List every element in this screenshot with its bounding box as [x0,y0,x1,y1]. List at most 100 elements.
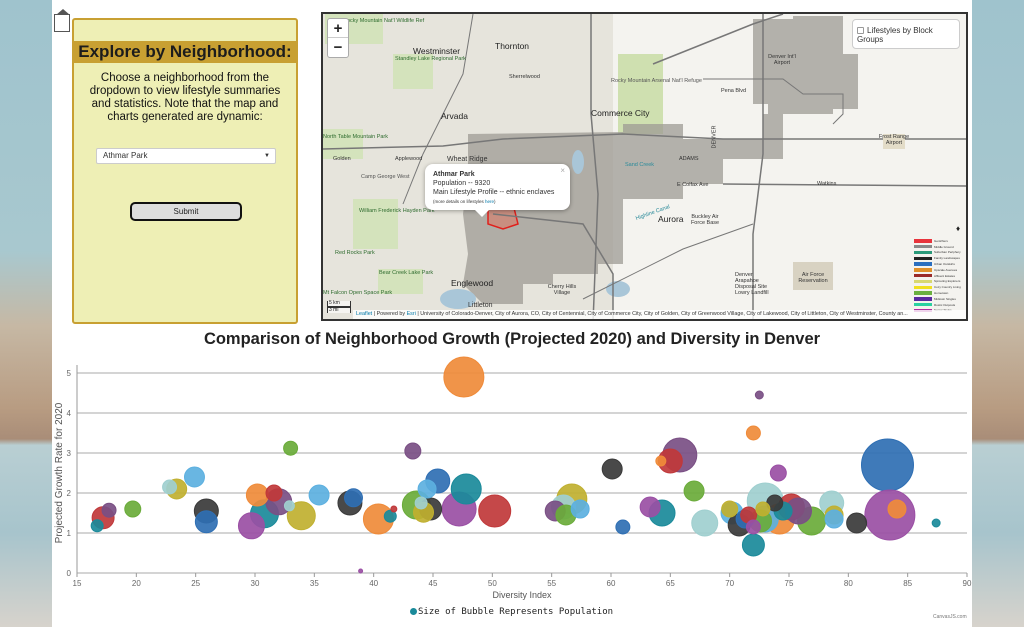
map-legend-item: Urban Outskirts [914,261,962,267]
legend-label: Urban Outskirts [934,262,955,267]
map-label: Westminster [413,46,461,56]
legend-label: Middle Ground [934,244,954,249]
scale-mi: 3 mi [327,307,351,313]
map-label: E Colfax Ave [677,182,709,188]
map-label: Wheat Ridge [447,156,488,163]
park-label: North Table Mountain Park [323,134,389,140]
map-legend-item: Cozy Country Living [914,284,962,290]
map-label: Littleton [468,302,493,309]
y-tick-label: 4 [67,409,72,418]
bubble [245,483,269,507]
bubble [655,455,667,467]
bubble [769,464,787,482]
bubble [846,512,868,534]
map-legend-item: Affluent Estates [914,273,962,279]
esri-link[interactable]: Esri [406,311,416,317]
canvasjs-credit[interactable]: CanvasJS.com [933,614,967,620]
lifestyles-layer-checkbox[interactable] [857,27,864,35]
x-tick-label: 55 [547,579,556,588]
chart-legend[interactable]: Size of Bubble Represents Population [410,607,613,617]
park-label: Rocky Mountain Arsenal Nat'l Refuge [611,78,702,84]
x-tick-label: 45 [429,579,438,588]
leaflet-link[interactable]: Leaflet [356,311,373,317]
zoom-in-button[interactable]: + [328,19,348,38]
legend-swatch [914,262,932,266]
y-tick-label: 0 [67,569,72,578]
y-tick-label: 5 [67,369,72,378]
submit-button[interactable]: Submit [130,202,242,221]
legend-label: Family Landscapes [934,256,960,261]
popup-title: Athmar Park [433,171,475,178]
bubble [639,496,661,518]
neighborhood-select[interactable]: Athmar Park ▼ [96,148,276,164]
map-legend-item: Suburban Periphery [914,250,962,256]
x-tick-label: 80 [844,579,853,588]
map-label: DENVER [711,125,718,149]
map-label: Watkins [817,181,837,187]
map-label: Pena Blvd [721,88,747,94]
x-tick-label: 75 [785,579,794,588]
map-attribution: Leaflet | Powered by Esri | University o… [353,310,966,319]
x-tick-label: 60 [607,579,616,588]
map-label: Commerce City [591,108,650,118]
bubble [887,499,907,519]
map-legend: Gentrifiers Middle Ground Suburban Periphe… [914,238,962,313]
popup-more-link[interactable]: here [485,199,495,204]
layer-control: Lifestyles by Block Groups [852,19,960,49]
legend-swatch [914,302,932,307]
legend-swatch [914,268,932,272]
park-label: Camp George West [361,174,410,180]
park-label: Standley Lake Regional Park [395,56,466,62]
map-label: Aurora [658,214,684,224]
map-label: Air Force Reservation [798,272,828,284]
bubble [683,480,705,502]
bubble [308,484,330,506]
bubble [414,496,428,510]
map-label: Englewood [451,278,494,288]
map-label: Cherry Hills Village [547,284,577,296]
popup-close-icon[interactable]: × [560,166,565,175]
y-tick-label: 2 [67,489,72,498]
bubble [237,512,265,540]
chart-title: Comparison of Neighborhood Growth (Proje… [203,330,821,348]
legend-swatch [914,279,932,284]
bubble [90,519,104,533]
map-label: Applewood [395,156,423,162]
map[interactable]: Westminster Thornton Sherrelwood Arvada … [321,12,968,321]
home-icon[interactable] [54,9,70,32]
popup-population: Population -- 9320 [433,180,491,187]
park-label: William Frederick Hayden Park [359,208,435,214]
map-legend-item: Rustic Outposts [914,302,962,308]
map-legend-item: Gentrifiers [914,238,962,244]
legend-label: Sprouting Explorers [934,279,961,284]
map-legend-item: Midtown Singles [914,296,962,302]
panel-title: Explore by Neighborhood: [74,41,296,63]
zoom-out-button[interactable]: − [333,39,343,56]
bubble [286,501,316,531]
y-tick-label: 1 [67,529,72,538]
legend-swatch [914,256,932,261]
y-tick-label: 3 [67,449,72,458]
y-axis-label: Projected Growth Rate for 2020 [54,402,65,543]
bubble [383,509,397,523]
legend-label: Gentrifiers [934,238,948,243]
popup-more-suffix: ) [494,199,496,204]
map-zoom-control: + − [327,18,349,58]
bubble [745,425,761,441]
legend-swatch [914,285,932,290]
chart-legend-label: Size of Bubble Represents Population [418,607,614,617]
legend-swatch [914,250,932,255]
map-label: Denver Int'l Airport [768,54,796,66]
bubble [755,501,771,517]
legend-swatch [914,239,932,243]
map-label: Buckley Air Force Base [690,214,720,226]
chevron-down-icon: ▼ [264,153,270,159]
bubble [931,518,941,528]
bubble [741,533,765,557]
explore-panel: Explore by Neighborhood: Choose a neighb… [72,18,298,324]
x-tick-label: 65 [666,579,675,588]
map-label: Denver Arapahoe Disposal Site Lowry Land… [735,272,769,296]
map-label: Sand Creek [625,162,655,168]
park-label: Bear Creek Lake Park [379,270,434,276]
